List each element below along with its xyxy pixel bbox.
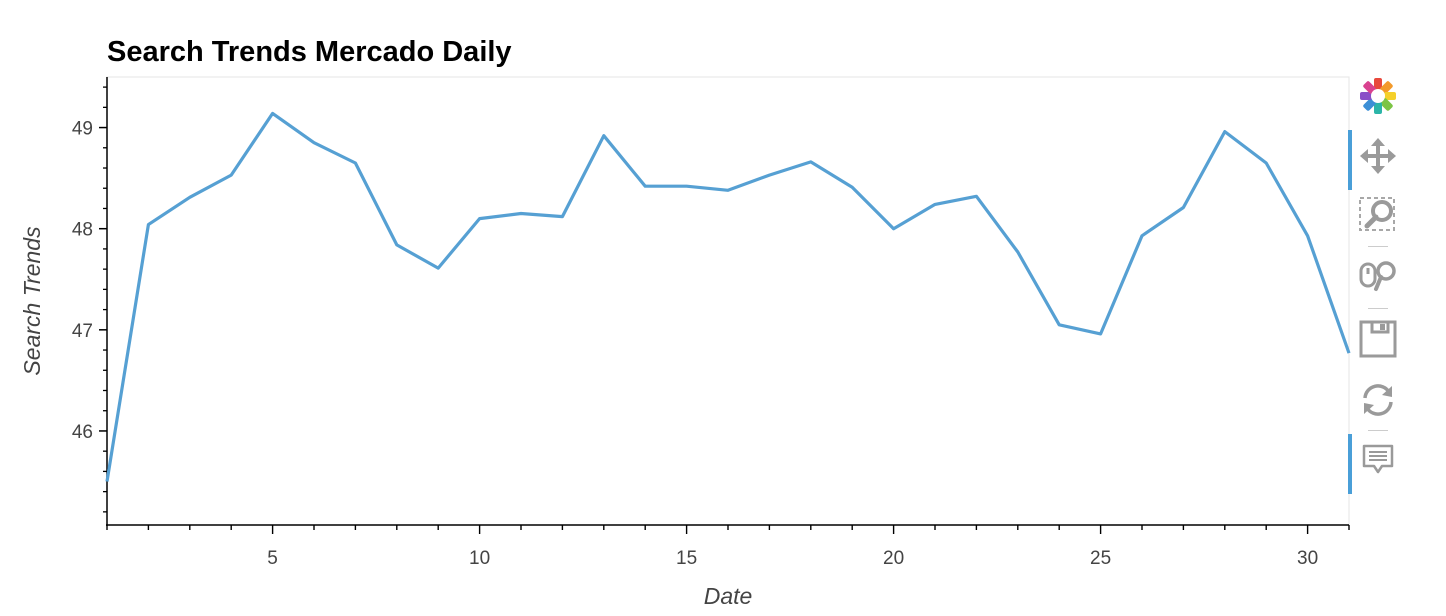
reset-tool-button[interactable]	[1354, 376, 1402, 424]
series-group	[105, 111, 1351, 482]
y-tick-label: 47	[72, 321, 93, 342]
x-tick-label: 15	[676, 548, 697, 569]
hover-tool-button[interactable]	[1348, 434, 1402, 494]
toolbar-separator	[1368, 308, 1388, 309]
x-axis-label: Date	[704, 583, 753, 609]
toolbar-separator	[1368, 430, 1388, 431]
save-icon	[1359, 320, 1397, 358]
x-tick-label: 25	[1090, 548, 1111, 569]
hover-icon	[1362, 444, 1394, 474]
bokeh-logo-icon	[1360, 78, 1396, 114]
chart-toolbar	[1346, 70, 1410, 510]
y-axis-label: Search Trends	[19, 226, 45, 376]
y-axis: 46 47 48 49	[72, 77, 108, 526]
box-zoom-tool-button[interactable]	[1354, 190, 1402, 238]
y-tick-label: 48	[72, 220, 93, 241]
y-tick-label: 49	[72, 119, 93, 140]
toolbar-separator	[1368, 246, 1388, 247]
x-tick-label: 5	[267, 548, 278, 569]
x-tick-label: 10	[469, 548, 490, 569]
reset-icon	[1363, 384, 1393, 416]
pan-icon	[1360, 138, 1396, 174]
x-tick-label: 30	[1297, 548, 1318, 569]
y-tick-label: 46	[72, 422, 93, 443]
series-line	[105, 111, 1351, 482]
wheel-zoom-tool-button[interactable]	[1354, 252, 1402, 300]
plot-frame	[106, 76, 1350, 526]
x-tick-label: 20	[883, 548, 904, 569]
save-tool-button[interactable]	[1354, 315, 1402, 363]
pan-tool-button[interactable]	[1348, 130, 1402, 190]
box-zoom-icon	[1359, 197, 1395, 231]
chart-title: Search Trends Mercado Daily	[107, 36, 512, 68]
x-axis: 5 10 15 20 25 30	[106, 524, 1350, 569]
wheel-zoom-icon	[1359, 261, 1396, 291]
bokeh-logo-button[interactable]	[1354, 72, 1402, 120]
